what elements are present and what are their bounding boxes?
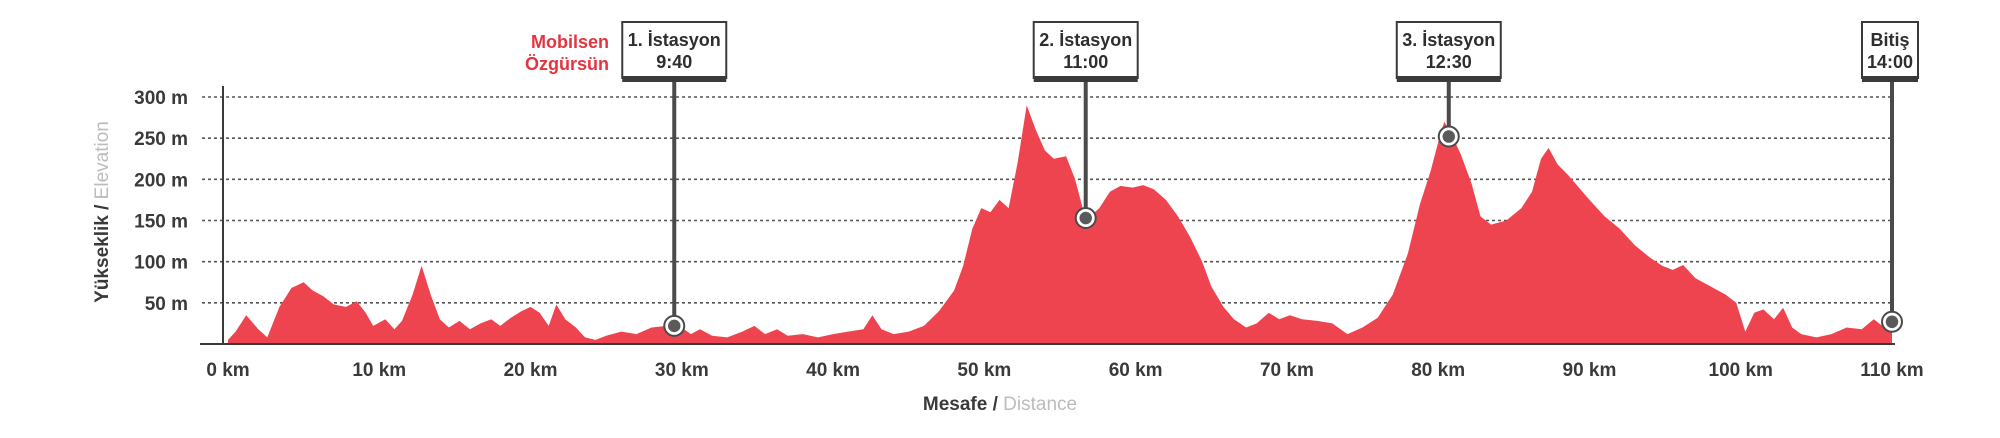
- y-axis-title-primary: Yükseklik: [92, 215, 113, 303]
- station-dot-ring: [1437, 125, 1460, 148]
- station-dot-ring: [1074, 207, 1097, 230]
- y-tick-label: 300 m: [134, 88, 188, 109]
- x-tick-label: 10 km: [352, 360, 406, 381]
- station-dot: [1075, 208, 1096, 228]
- station-label-box: [1861, 21, 1919, 79]
- station-time: 9:40: [656, 52, 692, 72]
- x-axis-title-secondary: Distance: [1003, 394, 1077, 415]
- station-name: Bitiş: [1870, 30, 1909, 50]
- station-label-box: [621, 21, 728, 79]
- station-label-bar: [1033, 76, 1138, 82]
- y-tick-labels: 50 m 100 m 150 m 200 m 250 m 300 m: [134, 88, 188, 315]
- station-label-bar: [622, 76, 727, 82]
- x-tick-label: 80 km: [1411, 360, 1465, 381]
- station-label-box: [1395, 21, 1502, 79]
- brand-line-2: Özgürsün: [525, 54, 609, 74]
- x-tick-label: 20 km: [504, 360, 558, 381]
- brand-line-1: Mobilsen: [531, 32, 609, 52]
- x-tick-label: 40 km: [806, 360, 860, 381]
- x-tick-label: 90 km: [1563, 360, 1617, 381]
- x-tick-label: 0 km: [206, 360, 249, 381]
- elevation-area: [228, 105, 1892, 344]
- y-tick-label: 250 m: [134, 129, 188, 150]
- x-axis-title: Mesafe / Distance: [923, 394, 1077, 415]
- x-tick-label: 70 km: [1260, 360, 1314, 381]
- station-time: 12:30: [1426, 52, 1472, 72]
- station-dot: [664, 316, 685, 336]
- station-dot-ring: [1881, 310, 1903, 333]
- x-tick-label: 50 km: [957, 360, 1011, 381]
- x-axis-title-primary: Mesafe: [923, 394, 987, 415]
- y-axis-title: Yükseklik / Elevation: [92, 121, 113, 303]
- station-dot: [1882, 312, 1902, 332]
- x-tick-label: 30 km: [655, 360, 709, 381]
- x-tick-label: 110 km: [1860, 360, 1923, 381]
- x-axis-title-separator: /: [987, 394, 1003, 415]
- y-axis-title-separator: /: [92, 199, 113, 215]
- y-tick-label: 100 m: [134, 253, 188, 274]
- station-time: 14:00: [1867, 52, 1913, 72]
- station-name: 1. İstasyon: [628, 30, 721, 50]
- station-label-box: [1032, 21, 1139, 79]
- station-dot-ring: [663, 314, 686, 337]
- station-dot: [1439, 126, 1459, 147]
- station-label-bar: [1862, 76, 1918, 82]
- x-tick-label: 100 km: [1709, 360, 1773, 381]
- station-name: 3. İstasyon: [1402, 30, 1495, 50]
- y-tick-label: 50 m: [145, 294, 188, 315]
- station-time: 11:00: [1063, 52, 1108, 72]
- station-name: 2. İstasyon: [1039, 30, 1132, 50]
- y-axis-title-secondary: Elevation: [92, 121, 113, 199]
- station-label-bar: [1396, 76, 1501, 82]
- x-tick-labels: 0 km 10 km 20 km 30 km 40 km 50 km 60 km 70 km 8…: [206, 360, 1923, 381]
- x-tick-label: 60 km: [1109, 360, 1163, 381]
- y-tick-label: 200 m: [134, 170, 188, 191]
- y-tick-label: 150 m: [134, 212, 188, 233]
